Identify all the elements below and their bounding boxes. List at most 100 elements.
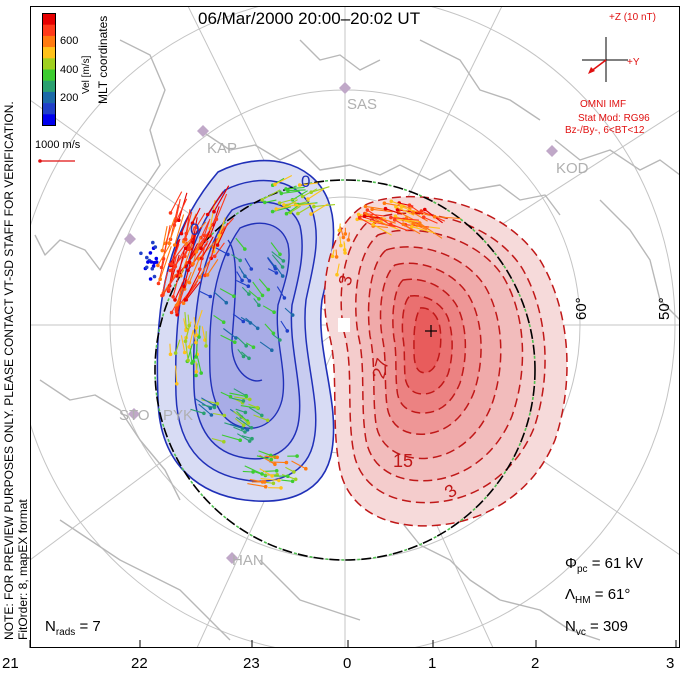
vector-line [183, 262, 191, 287]
vector-line [338, 223, 341, 231]
vector-line [244, 465, 263, 475]
contour-label-neg-2: 0 [190, 220, 200, 239]
vector-line [195, 309, 203, 329]
vector-line [336, 263, 340, 275]
vector-line [188, 256, 201, 283]
vector-origin [145, 255, 149, 260]
vector-line [195, 212, 206, 228]
vector-line [248, 290, 260, 300]
vector-line [207, 191, 224, 215]
vector-line [236, 410, 248, 422]
vector-line [339, 226, 344, 238]
vector-line [234, 418, 245, 426]
vector-origin [182, 284, 186, 289]
vector-line [215, 193, 228, 220]
vector-count: Nvc = 309 [565, 618, 628, 638]
vector-origin [174, 303, 179, 308]
vector-line [200, 221, 210, 238]
radar-label-kap: KAP [207, 140, 238, 157]
colorbar-swatch [42, 35, 56, 48]
vector-line [271, 254, 284, 268]
vector-line [180, 243, 194, 276]
vector-line [209, 219, 217, 237]
vector-line [191, 240, 209, 266]
radar-label-sas: SAS [347, 96, 378, 113]
vector-line [269, 461, 287, 464]
vector-line [201, 397, 215, 406]
vector-line [264, 199, 277, 203]
imf-source: OMNI IMF [580, 99, 627, 110]
positive-potential-cell [323, 195, 568, 527]
vector-line [285, 186, 305, 190]
vector-line [173, 198, 188, 226]
vector-line [281, 479, 293, 482]
vector-line [384, 202, 413, 209]
vector-line [236, 280, 249, 287]
vector-line [390, 217, 420, 221]
vector-line [168, 224, 176, 244]
colorbar-swatch [42, 114, 56, 126]
radar-label-pyk: PYK [163, 407, 194, 424]
vector-line [267, 257, 276, 270]
vector-line [168, 255, 177, 291]
vector-line [248, 403, 258, 409]
scale-vector-arrow [38, 159, 75, 163]
imf-clock-dial [582, 37, 628, 82]
vector-line [213, 185, 230, 212]
colorbar-label: Vel [m/s] [81, 55, 92, 94]
vector-line [207, 258, 219, 276]
colorbar-swatch [42, 69, 56, 81]
vector-line [184, 324, 191, 342]
vector-origin [243, 410, 248, 415]
vector-line [201, 404, 215, 408]
vector-line [286, 199, 298, 207]
vector-origin [271, 481, 276, 486]
vector-line [310, 203, 329, 215]
vector-line [229, 392, 247, 397]
vector-line [267, 256, 276, 267]
vector-line [398, 211, 414, 220]
vector-line [296, 203, 315, 207]
vector-line [248, 406, 263, 416]
vector-line [236, 271, 243, 281]
plot-title: 06/Mar/2000 20:00–20:02 UT [198, 9, 421, 28]
vector-line [258, 278, 269, 290]
vector-line [411, 226, 436, 234]
mlt-axis-ticks [29, 640, 677, 648]
vector-origin [149, 260, 154, 264]
vector-line [159, 246, 172, 280]
vector-line [195, 398, 211, 409]
vector-line [299, 182, 318, 186]
vector-line [162, 273, 176, 294]
vector-origin [334, 255, 339, 259]
colorbar-swatch [42, 91, 56, 104]
vector-line [192, 236, 202, 264]
vector-origin [160, 293, 164, 298]
mlt-tick-3: 3 [666, 655, 675, 672]
mlt-tick-1: 1 [428, 655, 437, 672]
vector-origin [154, 260, 159, 264]
imf-condition: Bz-/By-, 6<BT<12 [565, 125, 645, 136]
vector-line [197, 358, 202, 374]
vector-origin [341, 235, 346, 240]
vector-line [267, 268, 277, 274]
hm-boundary-latitude: ΛHM = 61° [565, 586, 631, 606]
vector-line [234, 396, 250, 400]
vector-origin [279, 486, 283, 490]
vector-line [199, 244, 206, 270]
vector-origin [144, 265, 149, 270]
vector-line [403, 223, 421, 235]
vector-line [185, 342, 189, 361]
imf-bz-label: +Z (10 nT) [609, 12, 656, 23]
vector-line [259, 468, 273, 477]
vector-line [220, 217, 234, 233]
vector-line [247, 483, 266, 488]
vector-line [285, 466, 295, 473]
mlt-tick-23: 23 [243, 655, 260, 672]
coastlines [34, 39, 680, 641]
vector-line [212, 412, 225, 417]
colorbar-swatch [42, 24, 56, 37]
radar-label-han: HAN [232, 552, 264, 569]
vector-line [258, 450, 271, 456]
vector-line [290, 205, 301, 213]
